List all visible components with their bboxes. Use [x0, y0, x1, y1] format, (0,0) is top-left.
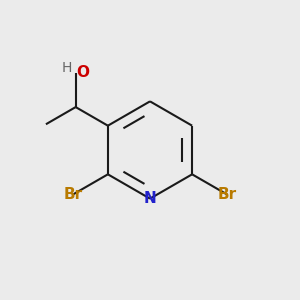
Text: Br: Br: [64, 187, 83, 202]
Text: O: O: [76, 65, 89, 80]
Text: H: H: [61, 61, 72, 75]
Text: N: N: [144, 191, 156, 206]
Text: Br: Br: [217, 187, 236, 202]
